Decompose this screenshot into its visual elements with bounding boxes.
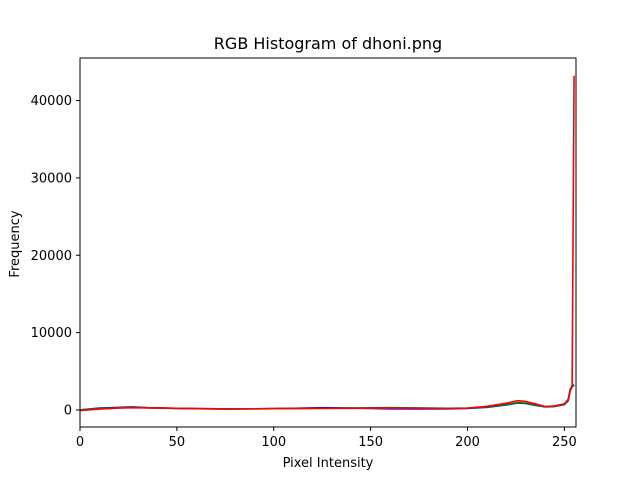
- x-tick-label: 150: [358, 435, 383, 450]
- x-tick-label: 0: [76, 435, 84, 450]
- y-tick-label: 30000: [31, 171, 72, 186]
- x-axis-label: Pixel Intensity: [283, 456, 374, 471]
- series-line-0: [79, 384, 575, 411]
- y-tick-label: 0: [64, 403, 72, 418]
- y-tick-label: 10000: [31, 326, 72, 341]
- chart-title: RGB Histogram of dhoni.png: [214, 34, 442, 53]
- series-lines: [79, 75, 575, 412]
- plot-area-frame: [79, 57, 577, 428]
- x-axis-ticks: 0 50 100 150 200 250: [76, 427, 577, 450]
- y-axis-label: Frequency: [8, 210, 23, 277]
- series-line-2: [79, 75, 575, 412]
- y-tick-label: 40000: [31, 94, 72, 109]
- x-tick-label: 250: [552, 435, 577, 450]
- y-axis-ticks: 0 10000 20000 30000 40000: [31, 94, 80, 418]
- x-tick-label: 200: [455, 435, 480, 450]
- x-tick-label: 50: [169, 435, 186, 450]
- x-tick-label: 100: [261, 435, 286, 450]
- y-tick-label: 20000: [31, 249, 72, 264]
